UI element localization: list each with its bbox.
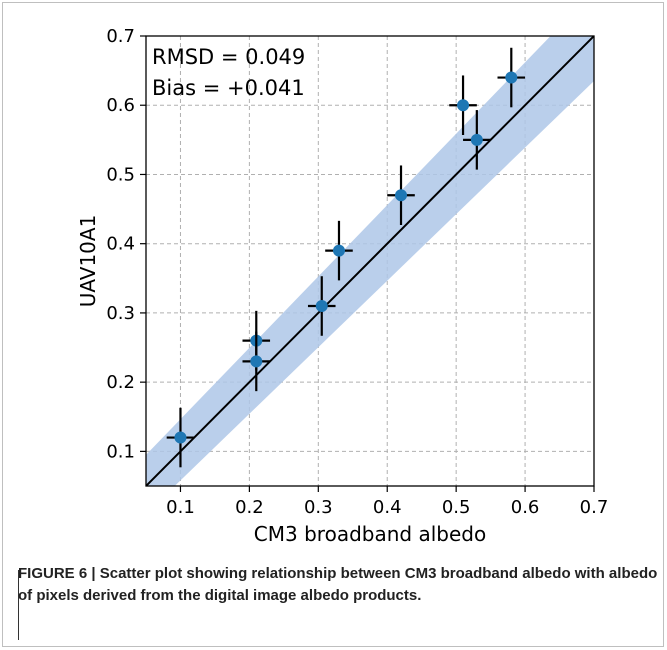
plot-frame: [145, 35, 595, 487]
data-point: [395, 189, 408, 202]
ticks-layer: 0.1 0.2 0.3 0.4 0.5 0.6 0.7 0.1 0.2 0.3 0.4 0.5 0.6 0…: [106, 26, 608, 518]
caption-rule: [18, 570, 19, 640]
x-tick-label: 0.6: [511, 497, 540, 518]
x-tick-label: 0.4: [373, 497, 402, 518]
data-point: [505, 71, 518, 84]
y-tick-label: 0.7: [106, 26, 135, 47]
figure-caption: FIGURE 6 | Scatter plot showing relation…: [18, 563, 658, 607]
data-point: [332, 244, 345, 257]
annotation-rmsd: RMSD = 0.049: [152, 45, 305, 69]
y-axis-label: UAV10A1: [76, 215, 100, 308]
data-point: [174, 431, 187, 444]
one-to-one-line-layer: [146, 36, 594, 486]
y-tick-label: 0.3: [106, 303, 135, 324]
y-tick-label: 0.2: [106, 372, 135, 393]
annotation-bias: Bias = +0.041: [152, 76, 305, 100]
y-tick-label: 0.5: [106, 164, 135, 185]
points-layer: [166, 47, 526, 468]
x-tick-label: 0.2: [235, 497, 264, 518]
data-point: [457, 99, 470, 112]
data-point: [250, 355, 263, 368]
y-tick-label: 0.4: [106, 234, 135, 255]
x-tick-label: 0.1: [166, 497, 195, 518]
caption-text: Scatter plot showing relationship betwee…: [18, 565, 658, 604]
x-tick-label: 0.5: [442, 497, 471, 518]
one-to-one-line: [146, 36, 594, 486]
scatter-chart: 0.1 0.2 0.3 0.4 0.5 0.6 0.7 0.1 0.2 0.3 0.4 0.5 0.6 0…: [76, 26, 608, 546]
y-tick-label: 0.6: [106, 95, 135, 116]
y-tick-label: 0.1: [106, 441, 135, 462]
x-tick-label: 0.7: [580, 497, 609, 518]
x-tick-label: 0.3: [304, 497, 333, 518]
data-point: [470, 133, 483, 146]
x-axis-label: CM3 broadband albedo: [254, 522, 486, 546]
caption-label: FIGURE 6 |: [18, 565, 96, 582]
data-point: [315, 300, 328, 312]
